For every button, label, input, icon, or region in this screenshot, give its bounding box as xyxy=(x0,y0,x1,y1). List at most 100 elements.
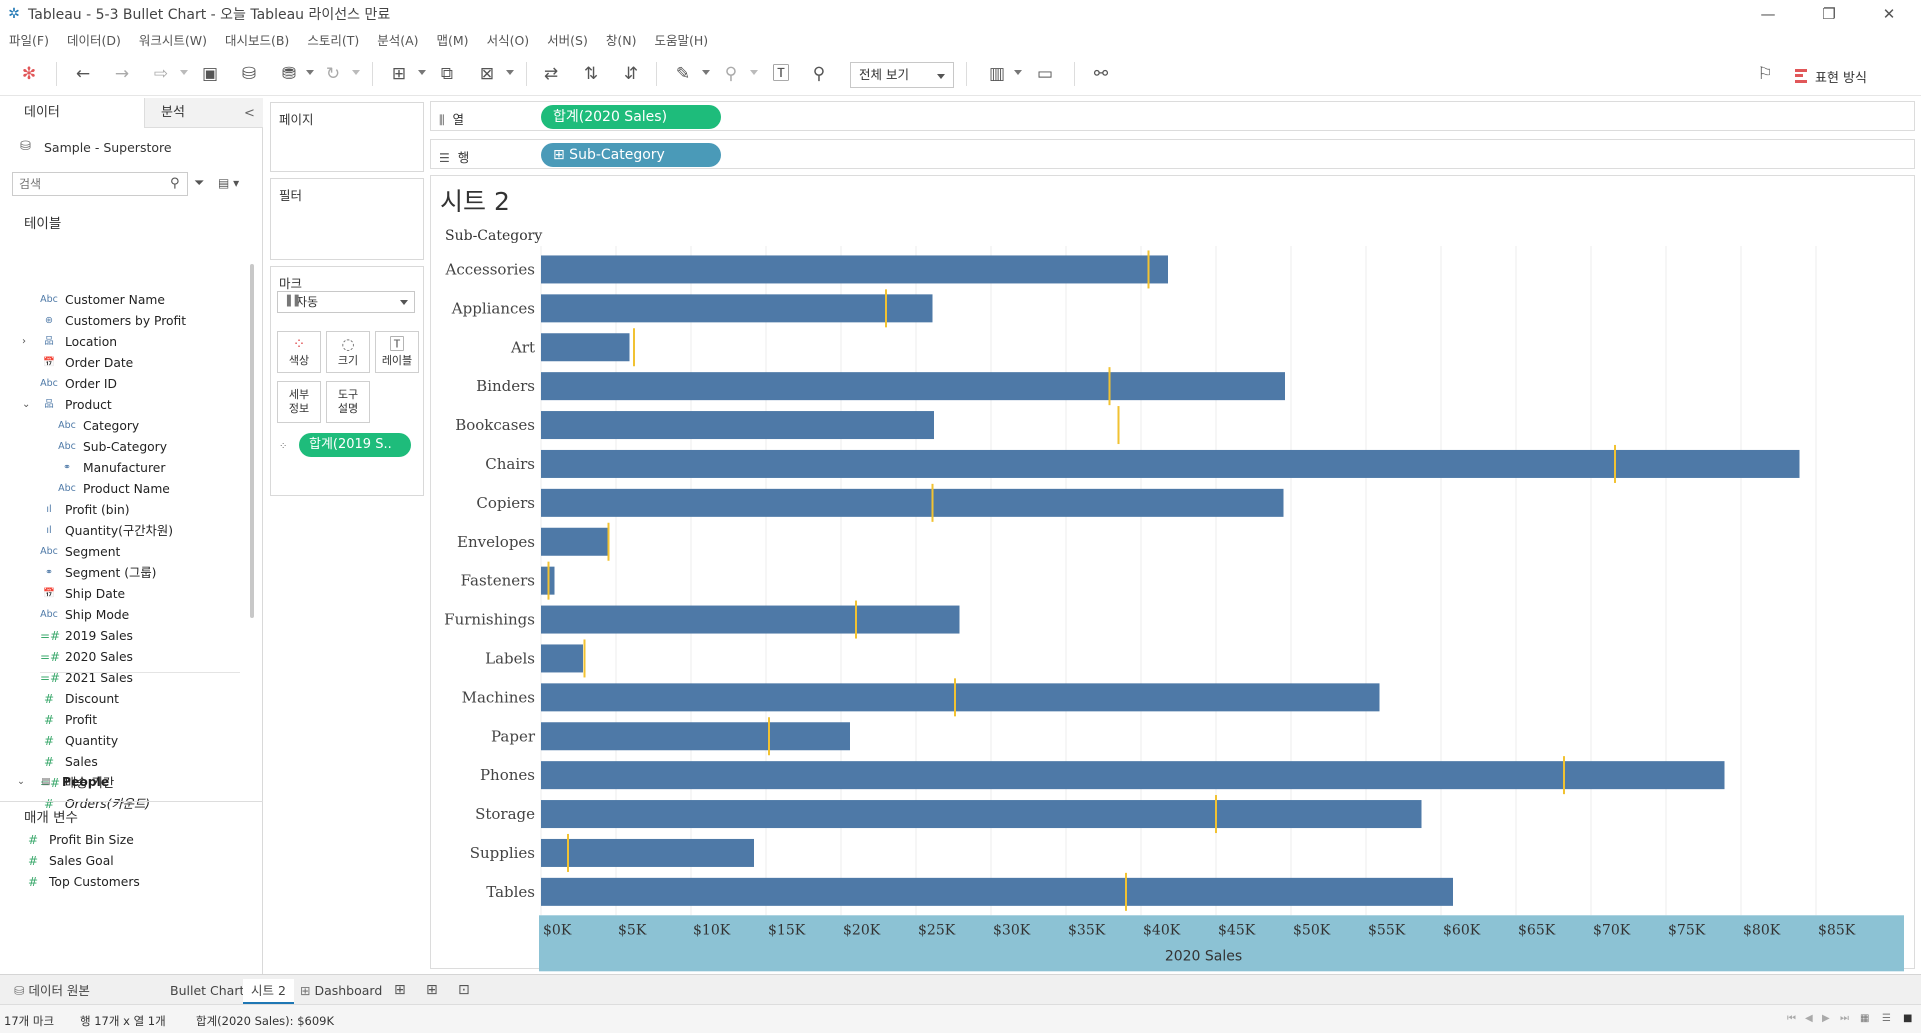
sheet-title[interactable]: 시트 2 xyxy=(440,187,510,216)
tab-sheet-2[interactable]: 시트 2 xyxy=(243,979,294,1005)
label-button[interactable]: 🅃 레이블 xyxy=(375,331,419,373)
grid-view-icon[interactable]: ▦ xyxy=(1860,1013,1870,1024)
view-options-icon[interactable]: ▤ ▾ xyxy=(218,176,240,190)
tab-analysis[interactable]: 분석 xyxy=(144,98,263,128)
parameter-item[interactable]: # Sales Goal xyxy=(24,851,114,871)
field-item[interactable]: ıl Quantity(구간차원) xyxy=(40,521,173,541)
pause-updates-icon[interactable]: ⛃ xyxy=(281,64,297,84)
menu-item[interactable]: 워크시트(W) xyxy=(138,32,207,48)
field-item[interactable]: # Profit xyxy=(40,710,97,730)
menu-item[interactable]: 스토리(T) xyxy=(307,32,360,48)
redo-icon[interactable]: → xyxy=(114,64,130,84)
duplicate-sheet-icon[interactable]: ⧉ xyxy=(440,64,454,84)
filters-card[interactable]: 필터 xyxy=(270,178,424,260)
clear-sheet-icon[interactable]: ⊠ xyxy=(479,64,495,84)
undo-icon[interactable]: ← xyxy=(75,64,91,84)
field-item[interactable]: # Discount xyxy=(40,689,119,709)
chevron-down-icon[interactable]: ⌄ xyxy=(22,399,31,410)
field-item[interactable]: =# 배송 기간 xyxy=(40,773,114,793)
fix-axes-icon[interactable]: ⚲ xyxy=(812,64,826,84)
menu-item[interactable]: 맵(M) xyxy=(436,32,469,48)
datasource-item[interactable]: ⛁ Sample - Superstore xyxy=(20,138,172,156)
menu-item[interactable]: 분석(A) xyxy=(377,32,419,48)
field-item[interactable]: Abc Category xyxy=(58,416,139,436)
presentation-mode-icon[interactable]: ▭ xyxy=(1036,64,1054,84)
field-item[interactable]: Abc Product Name xyxy=(58,479,170,499)
maximize-button[interactable]: ❐ xyxy=(1822,5,1836,23)
save-icon[interactable]: ▣ xyxy=(201,64,219,84)
field-item[interactable]: # Sales xyxy=(40,752,98,772)
tab-data[interactable]: 데이터 xyxy=(0,98,144,128)
rows-pill[interactable]: ⊞ Sub-Category xyxy=(541,143,721,167)
field-item[interactable]: Abc Segment xyxy=(40,542,120,562)
highlight-icon[interactable]: ✎ xyxy=(675,64,691,84)
field-item[interactable]: Abc Ship Mode xyxy=(40,605,129,625)
menu-item[interactable]: 도움말(H) xyxy=(654,32,709,48)
refresh-icon[interactable]: ↻ xyxy=(325,64,341,84)
last-page-icon[interactable]: ⏭ xyxy=(1840,1013,1849,1024)
field-item[interactable]: ⌄ 品 Product xyxy=(22,395,112,415)
field-item[interactable]: ıl Profit (bin) xyxy=(40,500,129,520)
list-view-icon[interactable]: ☰ xyxy=(1882,1013,1891,1024)
chevron-right-icon[interactable]: › xyxy=(22,336,26,347)
next-page-icon[interactable]: ▶ xyxy=(1822,1013,1830,1024)
filter-icon[interactable]: ⏷ xyxy=(194,176,205,191)
fit-select[interactable]: 전체 보기 xyxy=(850,62,954,88)
row-header-label[interactable]: Sub-Category xyxy=(445,228,543,244)
filmstrip-view-icon[interactable]: ■ xyxy=(1903,1013,1913,1024)
prev-page-icon[interactable]: ◀ xyxy=(1805,1013,1813,1024)
field-item[interactable]: # Quantity xyxy=(40,731,118,751)
show-cards-icon[interactable]: ▥ xyxy=(988,64,1006,84)
mark-type-select[interactable]: ▐▐ 자동 xyxy=(277,291,415,313)
table-people[interactable]: ⌄ ▤ People xyxy=(12,772,109,792)
menu-item[interactable]: 창(N) xyxy=(605,32,637,48)
field-item[interactable]: › 品 Location xyxy=(22,332,117,352)
menu-item[interactable]: 파일(F) xyxy=(9,32,49,48)
show-me-button[interactable]: 표현 방식 xyxy=(1795,66,1867,86)
replay-icon[interactable]: ⇨ xyxy=(153,64,169,84)
swap-rows-columns-icon[interactable]: ⇄ xyxy=(543,64,559,84)
tooltip-button[interactable]: 도구 설명 xyxy=(326,381,370,423)
new-worksheet-tab-icon[interactable]: ⊞ xyxy=(394,982,406,998)
menu-item[interactable]: 데이터(D) xyxy=(66,32,121,48)
columns-pill[interactable]: 합계(2020 Sales) xyxy=(541,105,721,129)
menu-item[interactable]: 서식(O) xyxy=(486,32,530,48)
search-icon[interactable]: ⚲ xyxy=(170,176,180,191)
rows-shelf[interactable]: ☰ 행 ⊞ Sub-Category xyxy=(430,139,1915,169)
field-item[interactable]: =# 2019 Sales xyxy=(40,626,133,646)
share-icon[interactable]: ⚯ xyxy=(1093,64,1109,84)
new-datasource-icon[interactable]: ⛁ xyxy=(241,64,257,84)
tableau-home-icon[interactable]: ✻ xyxy=(21,64,37,84)
tab-dashboard[interactable]: ⊞ Dashboard xyxy=(292,979,390,1005)
field-item[interactable]: ⚭ Segment (그룹) xyxy=(40,563,156,583)
minimize-button[interactable]: — xyxy=(1760,5,1776,23)
field-item[interactable]: =# 2020 Sales xyxy=(40,647,133,667)
field-item[interactable]: 📅 Order Date xyxy=(40,353,133,373)
close-button[interactable]: ✕ xyxy=(1882,5,1896,23)
parameter-item[interactable]: # Profit Bin Size xyxy=(24,830,134,850)
tab-datasource[interactable]: ⛁ 데이터 원본 xyxy=(6,979,98,1005)
field-search-input[interactable] xyxy=(12,172,188,196)
detail-button[interactable]: 세부 정보 xyxy=(277,381,321,423)
first-page-icon[interactable]: ⏮ xyxy=(1787,1013,1796,1024)
color-button[interactable]: ⁘ 색상 xyxy=(277,331,321,373)
menu-item[interactable]: 대시보드(B) xyxy=(224,32,290,48)
pages-card[interactable]: 페이지 xyxy=(270,102,424,172)
field-item[interactable]: ⚭ Manufacturer xyxy=(58,458,165,478)
format-painter-icon[interactable]: ⚐ xyxy=(1757,64,1773,84)
data-pane-scrollbar[interactable] xyxy=(250,264,254,618)
show-mark-labels-icon[interactable]: 🅃 xyxy=(772,64,790,84)
columns-shelf[interactable]: ⫼ 열 합계(2020 Sales) xyxy=(430,101,1915,131)
parameter-item[interactable]: # Top Customers xyxy=(24,872,140,892)
field-item[interactable]: Abc Sub-Category xyxy=(58,437,167,457)
sort-ascending-icon[interactable]: ⇅ xyxy=(583,64,599,84)
new-story-tab-icon[interactable]: ⊡ xyxy=(458,982,470,998)
menu-item[interactable]: 서버(S) xyxy=(547,32,588,48)
new-dashboard-tab-icon[interactable]: ⊞ xyxy=(426,982,438,998)
marks-field-pill[interactable]: 합계(2019 S.. xyxy=(299,433,411,457)
field-item[interactable]: ⊛ Customers by Profit xyxy=(40,311,186,331)
tab-bullet-chart[interactable]: Bullet Chart xyxy=(170,983,245,998)
new-worksheet-icon[interactable]: ⊞ xyxy=(391,64,407,84)
collapse-pane-button[interactable]: < xyxy=(244,106,255,121)
field-item[interactable]: # Orders(카운트) xyxy=(40,794,150,814)
